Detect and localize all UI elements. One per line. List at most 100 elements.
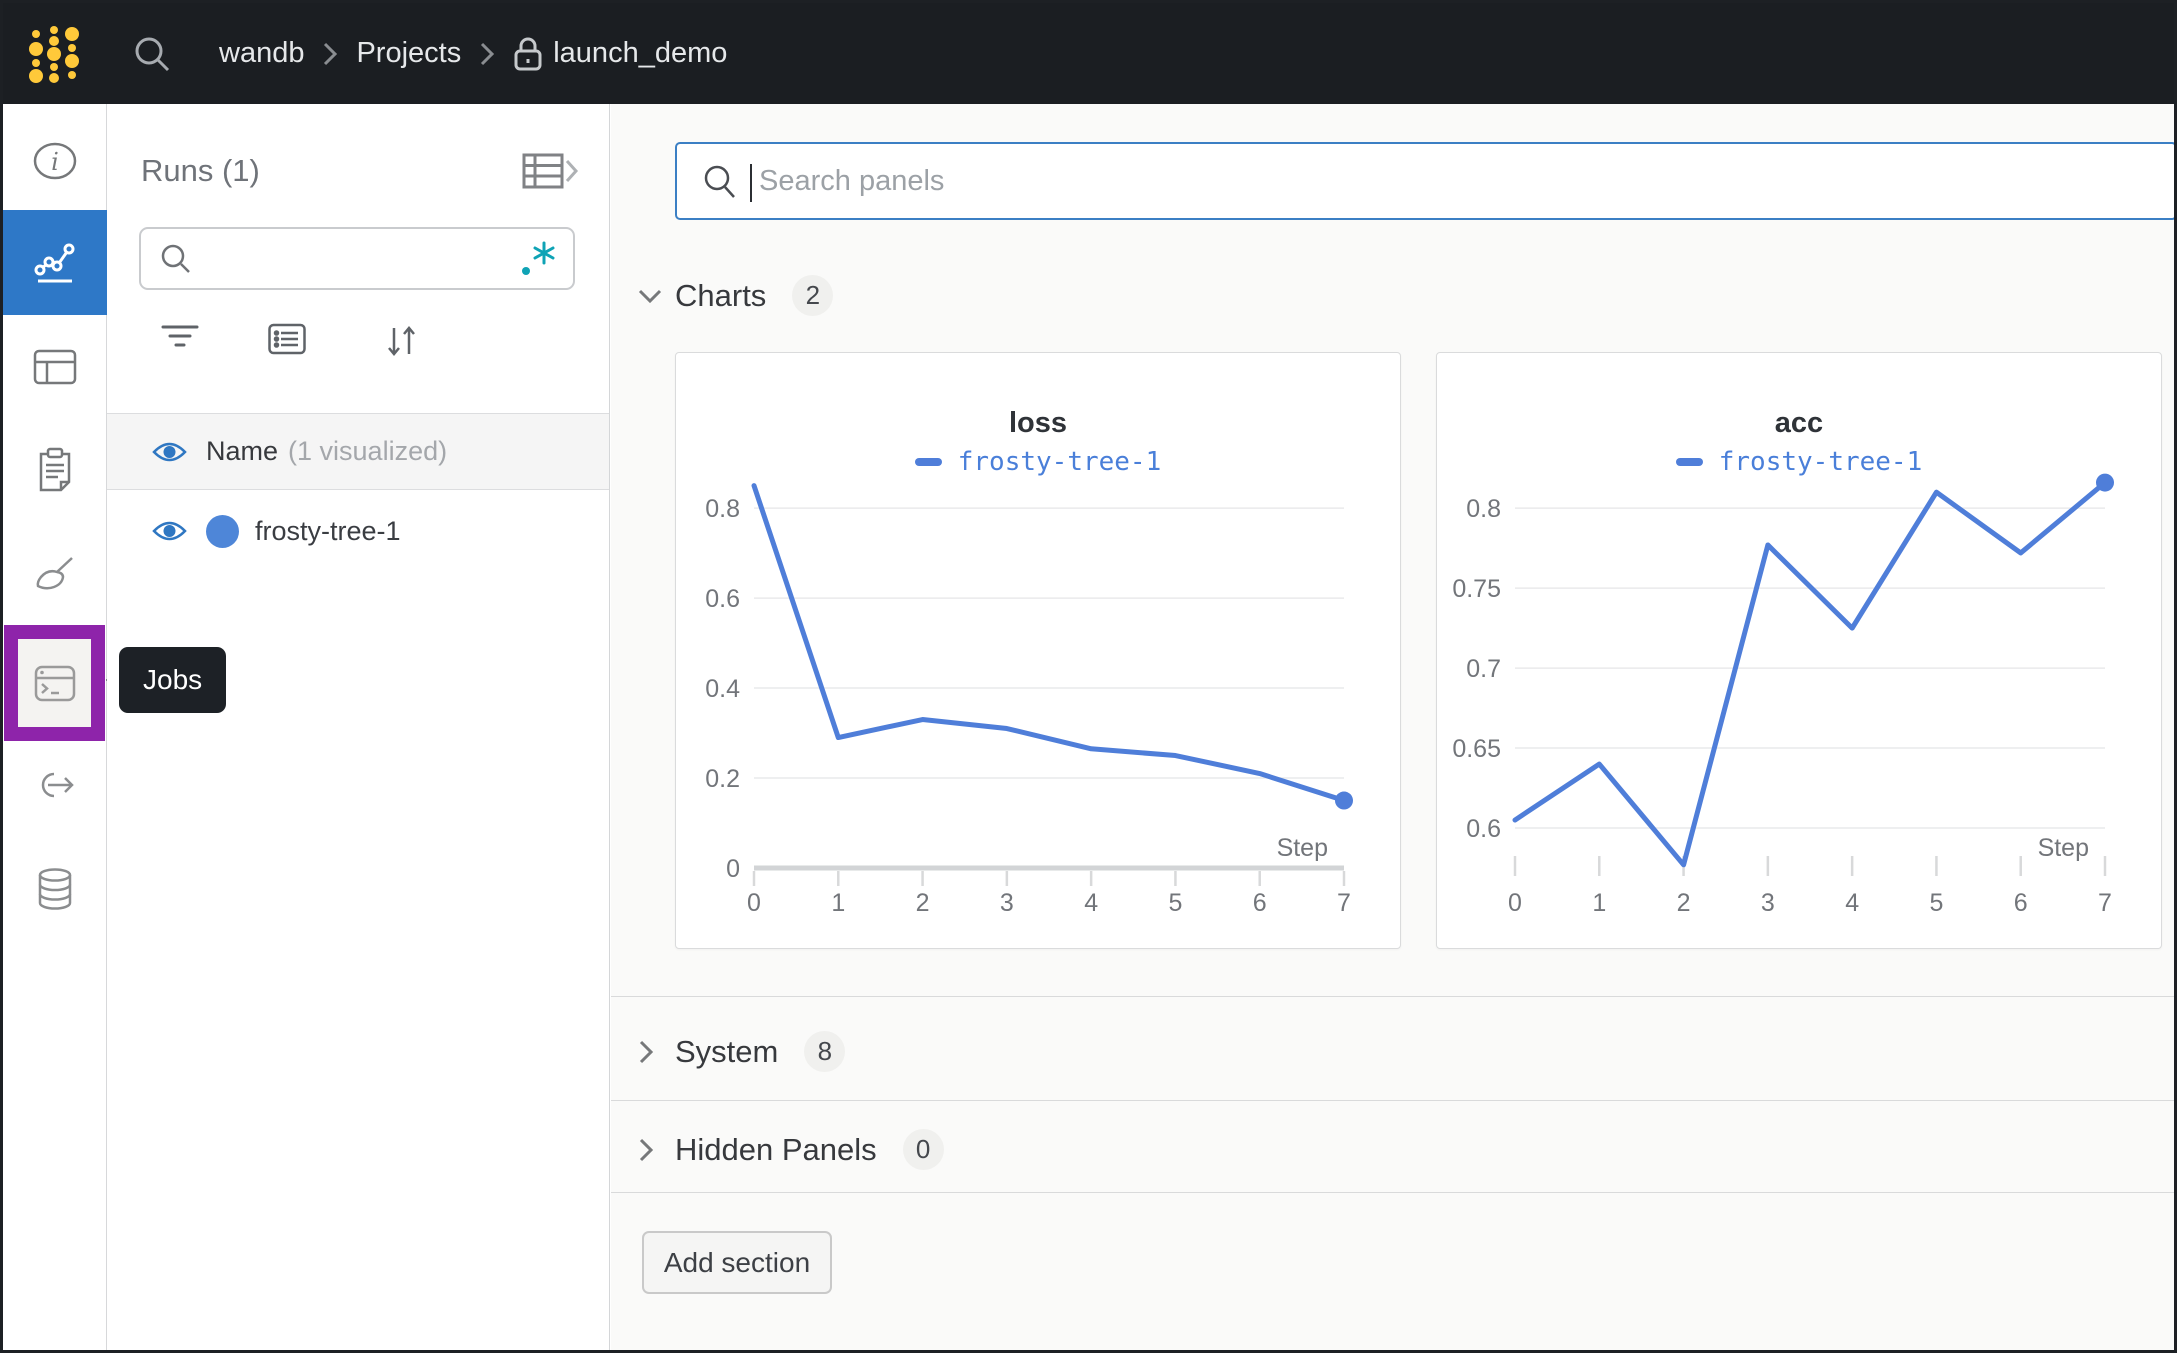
svg-text:0: 0 <box>726 855 740 883</box>
chevron-down-icon[interactable] <box>637 287 663 305</box>
add-section-button[interactable]: Add section <box>642 1231 832 1294</box>
chart-legend: frosty-tree-1 <box>1437 447 2161 477</box>
run-row[interactable]: frosty-tree-1 <box>107 491 609 571</box>
svg-text:1: 1 <box>831 889 845 917</box>
section-header-charts[interactable]: Charts 2 <box>637 275 834 316</box>
column-name-label: Name <box>206 436 279 466</box>
eye-icon <box>152 521 187 541</box>
text-cursor <box>750 164 752 202</box>
legend-dash-icon <box>1675 458 1703 466</box>
section-count-badge: 2 <box>792 275 834 316</box>
section-label[interactable]: Charts <box>675 277 767 313</box>
run-name: frosty-tree-1 <box>255 515 401 546</box>
runs-search-input[interactable] <box>205 243 519 274</box>
nav-overview-button[interactable]: i <box>3 124 107 198</box>
breadcrumb-project[interactable]: launch_demo <box>513 36 727 72</box>
top-bar: wandb Projects launch_demo <box>3 3 2174 104</box>
svg-text:5: 5 <box>1168 889 1182 917</box>
left-nav-rail: i <box>3 104 227 1350</box>
section-header-system[interactable]: System 8 <box>637 1031 846 1072</box>
breadcrumb-projects[interactable]: Projects <box>356 37 462 69</box>
nav-runs-table-button[interactable] <box>3 330 107 404</box>
svg-text:0.6: 0.6 <box>705 585 740 613</box>
visualized-count-label: (1 visualized) <box>288 436 448 466</box>
nav-sweeps-button[interactable] <box>3 538 107 612</box>
line-chart-icon <box>34 243 75 282</box>
svg-text:7: 7 <box>2098 889 2112 917</box>
svg-text:i: i <box>51 148 59 176</box>
chart-title: acc <box>1774 407 1824 439</box>
nav-artifacts-button[interactable] <box>3 852 107 926</box>
runs-search-box <box>139 227 575 290</box>
search-icon[interactable] <box>131 33 173 75</box>
svg-text:0.2: 0.2 <box>705 765 740 793</box>
nav-jobs-button[interactable] <box>4 625 105 741</box>
runs-panel: Runs (1) <box>107 104 610 1350</box>
panel-search-input[interactable] <box>759 164 2155 198</box>
jobs-tooltip: Jobs <box>119 647 227 713</box>
nav-launch-button[interactable] <box>3 748 107 822</box>
svg-text:3: 3 <box>1761 889 1775 917</box>
divider <box>611 1100 2174 1101</box>
run-color-dot <box>206 514 239 548</box>
toggle-all-visibility-button[interactable] <box>152 439 187 465</box>
wandb-logo[interactable] <box>25 23 83 85</box>
eye-icon <box>152 442 187 461</box>
database-icon <box>38 868 72 910</box>
group-button[interactable] <box>267 322 307 361</box>
divider <box>611 996 2174 997</box>
expand-table-button[interactable] <box>521 152 579 190</box>
clipboard-icon <box>39 447 71 492</box>
section-label[interactable]: System <box>675 1033 779 1069</box>
svg-text:2: 2 <box>1677 889 1691 917</box>
legend-run-label: frosty-tree-1 <box>1718 447 1923 477</box>
chart-title: loss <box>1008 407 1068 439</box>
list-icon <box>268 323 306 355</box>
loss-chart-plot[interactable]: 0 0.2 0.4 0.6 0.8 0 1 2 3 4 5 6 7 Step <box>676 473 1402 943</box>
runs-panel-title: Runs (1) <box>141 153 260 188</box>
regex-icon[interactable] <box>519 239 557 279</box>
section-count-badge: 8 <box>804 1031 846 1072</box>
nav-reports-button[interactable] <box>3 432 107 506</box>
panel-card-loss[interactable]: loss frosty-tree-1 0 0.2 0.4 0.6 0.8 0 1 2 3 4 5 6 7… <box>675 352 1401 949</box>
svg-text:Step: Step <box>1277 834 1328 862</box>
acc-chart-plot[interactable]: 0.6 0.65 0.7 0.75 0.8 0 1 2 3 4 5 6 7 Step <box>1437 473 2163 943</box>
breadcrumb-project-name: launch_demo <box>553 37 728 69</box>
link-out-icon <box>41 772 74 798</box>
svg-text:3: 3 <box>1000 889 1014 917</box>
chart-legend: frosty-tree-1 <box>676 447 1400 477</box>
sort-icon <box>388 326 415 356</box>
section-label[interactable]: Hidden Panels <box>675 1131 877 1167</box>
legend-run-label: frosty-tree-1 <box>957 447 1162 477</box>
panels-area: Charts 2 loss frosty-tree-1 0 0.2 0.4 0.6 0.… <box>611 104 2174 1350</box>
svg-text:1: 1 <box>1592 889 1606 917</box>
chevron-right-icon[interactable] <box>637 1137 663 1163</box>
search-icon <box>161 244 190 273</box>
terminal-jobs-icon <box>34 665 75 702</box>
section-count-badge: 0 <box>902 1129 944 1170</box>
filter-button[interactable] <box>160 322 200 359</box>
svg-text:7: 7 <box>1337 889 1351 917</box>
breadcrumb: wandb Projects launch_demo <box>219 36 727 72</box>
svg-text:0.75: 0.75 <box>1452 575 1501 603</box>
search-icon <box>704 165 735 198</box>
svg-text:0: 0 <box>747 889 761 917</box>
chevron-separator-icon <box>479 41 495 67</box>
sort-button[interactable] <box>381 322 421 365</box>
svg-text:6: 6 <box>1253 889 1267 917</box>
section-header-hidden-panels[interactable]: Hidden Panels 0 <box>637 1129 944 1170</box>
nav-workspace-button[interactable] <box>3 210 107 315</box>
svg-text:0.4: 0.4 <box>705 675 740 703</box>
lock-icon <box>513 36 543 72</box>
panel-card-acc[interactable]: acc frosty-tree-1 0.6 0.65 0.7 0.75 0.8 0 1 2 3 4… <box>1436 352 2162 949</box>
svg-text:Step: Step <box>2038 834 2089 862</box>
svg-text:0.8: 0.8 <box>705 495 740 523</box>
breadcrumb-team[interactable]: wandb <box>219 37 305 69</box>
panel-search-box <box>675 142 2174 220</box>
toggle-run-visibility-button[interactable] <box>152 518 187 544</box>
runs-column-header-row: Name (1 visualized) <box>107 414 609 490</box>
svg-text:0: 0 <box>1508 889 1522 917</box>
svg-text:0.6: 0.6 <box>1466 815 1501 843</box>
svg-text:0.8: 0.8 <box>1466 495 1501 523</box>
chevron-right-icon[interactable] <box>637 1039 663 1065</box>
